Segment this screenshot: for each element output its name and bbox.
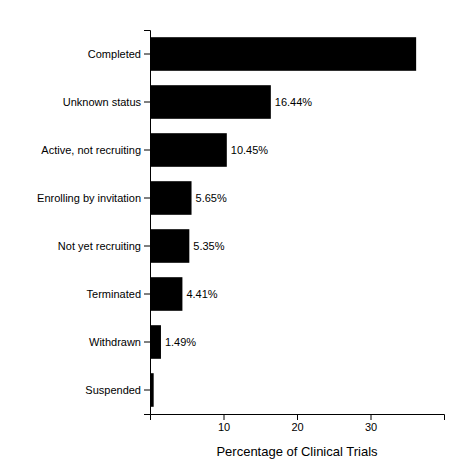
tick: Completed [88, 48, 150, 60]
tick-mark [144, 246, 150, 247]
tick-label: Not yet recruiting [58, 240, 141, 252]
tick: Withdrawn [89, 336, 150, 348]
bar [150, 325, 161, 359]
tick-label: Suspended [85, 384, 141, 396]
tick-label: 30 [365, 421, 377, 433]
tick-label: Enrolling by invitation [37, 192, 141, 204]
tick-mark [144, 102, 150, 103]
axis-line [144, 31, 151, 415]
bar [150, 37, 416, 71]
data-label: 16.44% [275, 96, 313, 108]
tick: 10 [218, 414, 230, 433]
tick-label: Withdrawn [89, 336, 141, 348]
tick-label: Active, not recruiting [41, 144, 141, 156]
tick-mark [144, 342, 150, 343]
bar [150, 277, 182, 311]
tick: Terminated [87, 288, 150, 300]
bar [150, 85, 271, 119]
tick: 20 [291, 414, 303, 433]
tick: Suspended [85, 384, 150, 396]
tick-label: 20 [291, 421, 303, 433]
tick-label: Terminated [87, 288, 141, 300]
axis-line [151, 415, 445, 421]
tick: Enrolling by invitation [37, 192, 150, 204]
y-axis: Completed Unknown status Active, not recru… [37, 31, 150, 415]
data-label: 1.49% [165, 336, 196, 348]
tick-mark [144, 150, 150, 151]
tick-mark [144, 390, 150, 391]
tick: Not yet recruiting [58, 240, 150, 252]
tick: Unknown status [63, 96, 150, 108]
data-label: 4.41% [186, 288, 217, 300]
bar [150, 133, 227, 167]
tick-mark [224, 414, 225, 420]
tick-mark [144, 198, 150, 199]
bars [150, 37, 416, 407]
tick-mark [144, 294, 150, 295]
tick-label: Unknown status [63, 96, 142, 108]
chart: 10 20 30 Completed Unknown status Active, not… [0, 0, 474, 474]
plot: 10 20 30 Completed Unknown status Active, not… [37, 31, 444, 460]
tick: 30 [365, 414, 377, 433]
tick-mark [371, 414, 372, 420]
tick: Active, not recruiting [41, 144, 150, 156]
data-labels: 16.44% 10.45% 5.65% 5.35% 4.41% 1.49% [165, 96, 312, 348]
x-axis: 10 20 30 [151, 414, 445, 433]
tick-label: Completed [88, 48, 141, 60]
bar [150, 229, 189, 263]
data-label: 10.45% [231, 144, 269, 156]
tick-label: 10 [218, 421, 230, 433]
tick-mark [144, 54, 150, 55]
bar [150, 181, 192, 215]
x-axis-title: Percentage of Clinical Trials [216, 444, 378, 459]
data-label: 5.35% [193, 240, 224, 252]
data-label: 5.65% [196, 192, 227, 204]
tick-mark [297, 414, 298, 420]
